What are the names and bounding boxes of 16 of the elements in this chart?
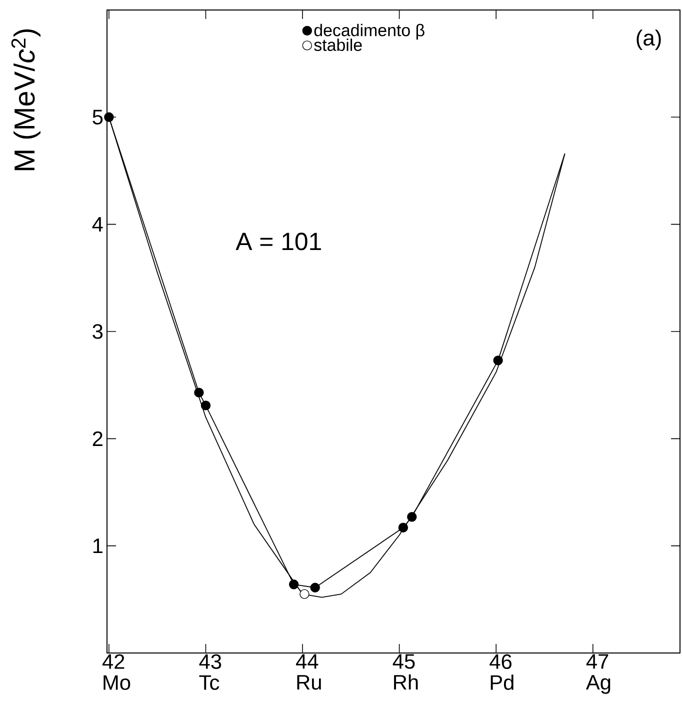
annotation: (a) <box>636 30 661 50</box>
y-tick-label: 1 <box>93 538 102 554</box>
y-tick-label: 2 <box>92 431 102 446</box>
x-tick-label: 45 Rh <box>392 654 418 690</box>
y-axis-title: M (MeV/c$^{2}$) <box>11 29 40 170</box>
y-tick-label: 5 <box>92 110 103 124</box>
y-tick-label: 3 <box>92 324 103 339</box>
x-tick-label: 43 Tc <box>199 654 222 690</box>
y-tick-label: 4 <box>92 217 103 232</box>
legend-label: decadimento β <box>314 24 424 40</box>
x-tick-label: 42 Mo <box>102 654 130 690</box>
legend-label: stabile <box>314 38 362 52</box>
x-tick-label: 47 Ag <box>586 654 610 694</box>
x-tick-label: 44 Ru <box>296 654 321 690</box>
annotation: A = 101 <box>236 232 321 250</box>
x-tick-label: 46 Pd <box>490 654 514 690</box>
